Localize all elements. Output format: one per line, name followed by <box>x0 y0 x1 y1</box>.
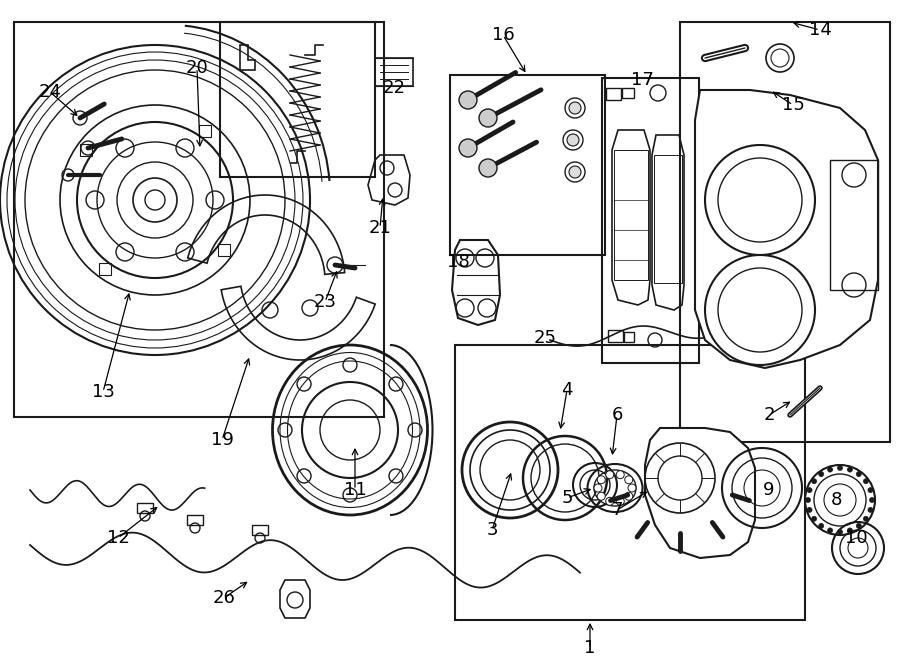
Text: 17: 17 <box>631 71 653 89</box>
Circle shape <box>606 497 614 505</box>
Bar <box>606 88 621 100</box>
Bar <box>14 22 384 417</box>
Bar <box>220 22 375 177</box>
Circle shape <box>625 476 633 484</box>
Circle shape <box>828 467 832 472</box>
Text: 8: 8 <box>831 491 842 509</box>
Bar <box>137 503 153 513</box>
Bar <box>608 330 623 342</box>
Text: 18: 18 <box>446 253 470 271</box>
Circle shape <box>606 471 614 479</box>
Circle shape <box>145 190 165 210</box>
Text: 3: 3 <box>486 521 498 539</box>
Polygon shape <box>695 90 878 368</box>
Text: 24: 24 <box>39 83 61 101</box>
Bar <box>450 75 605 255</box>
Circle shape <box>616 471 625 479</box>
Circle shape <box>856 471 861 477</box>
Text: 5: 5 <box>562 489 572 507</box>
Text: 14: 14 <box>808 21 832 39</box>
Circle shape <box>569 102 581 114</box>
Circle shape <box>868 508 873 512</box>
Bar <box>187 515 203 525</box>
Text: 7: 7 <box>611 501 623 519</box>
Bar <box>614 150 648 280</box>
Text: 16: 16 <box>491 26 515 44</box>
Text: 6: 6 <box>611 406 623 424</box>
Bar <box>602 78 699 363</box>
Text: 26: 26 <box>212 589 236 607</box>
Bar <box>99 263 111 275</box>
Circle shape <box>616 497 625 505</box>
Text: 15: 15 <box>781 96 805 114</box>
Bar <box>218 244 230 256</box>
Text: 9: 9 <box>763 481 775 499</box>
Circle shape <box>705 145 815 255</box>
Bar <box>455 345 805 620</box>
Circle shape <box>598 476 605 484</box>
Text: 25: 25 <box>534 329 556 347</box>
Circle shape <box>812 516 816 522</box>
Circle shape <box>838 529 842 535</box>
Text: 23: 23 <box>313 293 337 311</box>
Circle shape <box>479 109 497 127</box>
Bar <box>80 144 92 156</box>
Circle shape <box>807 488 812 492</box>
Circle shape <box>869 498 875 502</box>
Text: 20: 20 <box>185 59 209 77</box>
Text: 19: 19 <box>211 431 233 449</box>
Circle shape <box>848 467 852 472</box>
Bar <box>252 525 268 535</box>
Circle shape <box>479 159 497 177</box>
Text: 22: 22 <box>382 79 406 97</box>
Bar <box>830 160 878 290</box>
Circle shape <box>705 255 815 365</box>
Circle shape <box>848 528 852 533</box>
Bar <box>624 332 634 342</box>
Circle shape <box>863 516 868 522</box>
Text: 12: 12 <box>106 529 130 547</box>
Circle shape <box>625 492 633 500</box>
Text: 1: 1 <box>584 639 596 657</box>
Circle shape <box>569 166 581 178</box>
Circle shape <box>863 479 868 484</box>
Circle shape <box>856 524 861 528</box>
Text: 11: 11 <box>344 481 366 499</box>
Circle shape <box>598 492 605 500</box>
Circle shape <box>819 471 824 477</box>
Circle shape <box>628 484 636 492</box>
Polygon shape <box>645 428 755 558</box>
Circle shape <box>807 508 812 512</box>
Bar <box>622 88 634 98</box>
Circle shape <box>459 139 477 157</box>
Bar <box>199 125 211 137</box>
Text: 10: 10 <box>845 529 868 547</box>
Circle shape <box>812 479 816 484</box>
Circle shape <box>806 498 811 502</box>
Circle shape <box>594 484 602 492</box>
Circle shape <box>567 134 579 146</box>
Circle shape <box>819 524 824 528</box>
Circle shape <box>838 465 842 471</box>
Bar <box>375 58 413 86</box>
Circle shape <box>780 327 790 337</box>
Text: 13: 13 <box>92 383 114 401</box>
Text: 21: 21 <box>369 219 392 237</box>
Bar <box>654 155 682 283</box>
Circle shape <box>459 91 477 109</box>
Text: 4: 4 <box>562 381 572 399</box>
Circle shape <box>766 44 794 72</box>
Text: 2: 2 <box>763 406 775 424</box>
Bar <box>680 22 890 442</box>
Circle shape <box>868 488 873 492</box>
Circle shape <box>828 528 832 533</box>
